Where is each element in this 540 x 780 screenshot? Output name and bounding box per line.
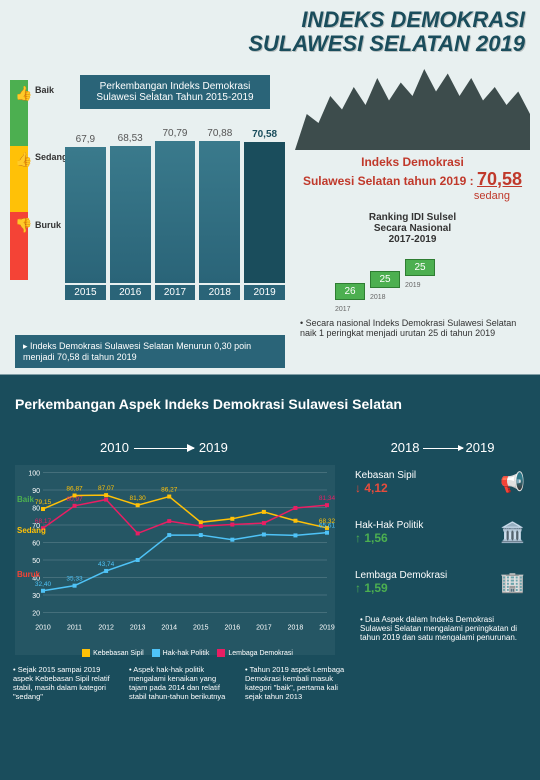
aspect-Hak-Hak Politik: Hak-Hak Politik ↑ 1,56 🏛️	[355, 515, 530, 550]
svg-text:60: 60	[32, 541, 40, 548]
legend-baik: Baik	[35, 85, 54, 95]
aspect-Lembaga Demokrasi: Lembaga Demokrasi ↑ 1,59 🏢	[355, 565, 530, 600]
bullet-item: • Sejak 2015 sampai 2019 aspek Kebebasan…	[10, 665, 118, 701]
svg-text:87,07: 87,07	[98, 485, 115, 492]
bar-chart-section: 👍 👍 👎 Baik Sedang Buruk Perkembangan Ind…	[10, 70, 290, 340]
svg-text:100: 100	[28, 471, 40, 478]
aspect-Kebasan Sipil: Kebasan Sipil ↓ 4,12 📢	[355, 465, 530, 500]
bar-chart-title: Perkembangan Indeks Demokrasi Sulawesi S…	[80, 75, 270, 109]
bar-2019: 70,58 2019	[244, 129, 285, 300]
svg-text:86,87: 86,87	[66, 485, 83, 492]
aspect-icon: 🏛️	[495, 515, 530, 550]
line-chart-title: Perkembangan Aspek Indeks Demokrasi Sula…	[15, 395, 402, 413]
svg-text:2017: 2017	[256, 625, 272, 632]
svg-text:2010: 2010	[35, 625, 51, 632]
svg-text:68,17: 68,17	[35, 518, 52, 525]
svg-text:2019: 2019	[319, 625, 335, 632]
bar-chart: 67,9 2015 68,53 2016 70,79 2017 70,88 20…	[65, 130, 285, 300]
year-span: 20102019	[100, 440, 228, 455]
rank-step-2019: 25	[405, 259, 435, 276]
bullet-points: • Sejak 2015 sampai 2019 aspek Kebebasan…	[10, 665, 350, 701]
svg-text:32,40: 32,40	[35, 581, 52, 588]
svg-text:2015: 2015	[193, 625, 209, 632]
bar-2018: 70,88 2018	[199, 128, 240, 300]
category-legend-bar: 👍 👍 👎	[10, 80, 28, 280]
rank-step-2017: 26	[335, 283, 365, 300]
svg-text:2018: 2018	[288, 625, 304, 632]
aspect-note: • Dua Aspek dalam Indeks Demokrasi Sulaw…	[355, 615, 530, 642]
index-summary-section: Indeks Demokrasi Sulawesi Selatan tahun …	[295, 60, 530, 338]
ranking-note: • Secara nasional Indeks Demokrasi Sulaw…	[295, 318, 530, 338]
svg-text:20: 20	[32, 611, 40, 618]
bullet-item: • Aspek hak-hak politik mengalami kenaik…	[126, 665, 234, 701]
svg-text:43,74: 43,74	[98, 561, 115, 568]
svg-text:81,34: 81,34	[319, 495, 335, 502]
svg-text:81,30: 81,30	[130, 495, 147, 502]
index-category: sedang	[295, 190, 510, 202]
bar-chart-note: ▸ Indeks Demokrasi Sulawesi Selatan Menu…	[15, 335, 285, 368]
svg-text:86,27: 86,27	[161, 487, 178, 494]
svg-text:50: 50	[32, 558, 40, 565]
aspect-icon: 📢	[495, 465, 530, 500]
svg-text:79,15: 79,15	[35, 499, 52, 506]
svg-text:2013: 2013	[130, 625, 146, 632]
bar-2017: 70,79 2017	[155, 128, 196, 300]
legend-sedang: Sedang	[35, 152, 68, 162]
svg-text:2012: 2012	[98, 625, 114, 632]
aspect-icon: 🏢	[495, 565, 530, 600]
svg-text:35,33: 35,33	[66, 576, 83, 583]
bullet-item: • Tahun 2019 aspek Lembaga Demokrasi kem…	[242, 665, 350, 701]
bar-2016: 68,53 2016	[110, 133, 151, 300]
main-title: INDEKS DEMOKRASI SULAWESI SELATAN 2019	[248, 8, 525, 56]
svg-text:68,32: 68,32	[319, 518, 335, 525]
line-chart: 20 30 40 50 60 70 80 90 1002010201120122…	[15, 465, 335, 655]
legend-buruk: Buruk	[35, 220, 61, 230]
year-compare: 20182019	[355, 440, 530, 455]
index-text: Indeks Demokrasi Sulawesi Selatan tahun …	[295, 155, 530, 190]
ranking-section: Ranking IDI Sulsel Secara Nasional 2017-…	[295, 212, 530, 310]
svg-text:2016: 2016	[225, 625, 241, 632]
svg-text:30: 30	[32, 593, 40, 600]
aspect-changes-section: 20182019 Kebasan Sipil ↓ 4,12 📢 Hak-Hak …	[355, 440, 530, 642]
bar-2015: 67,9 2015	[65, 134, 106, 300]
svg-text:80,97: 80,97	[66, 496, 83, 503]
svg-text:80: 80	[32, 506, 40, 513]
svg-text:2014: 2014	[161, 625, 177, 632]
rank-step-2018: 25	[370, 271, 400, 288]
crowd-silhouette	[295, 60, 530, 150]
svg-text:65,61: 65,61	[319, 523, 335, 530]
svg-text:2011: 2011	[67, 625, 82, 632]
